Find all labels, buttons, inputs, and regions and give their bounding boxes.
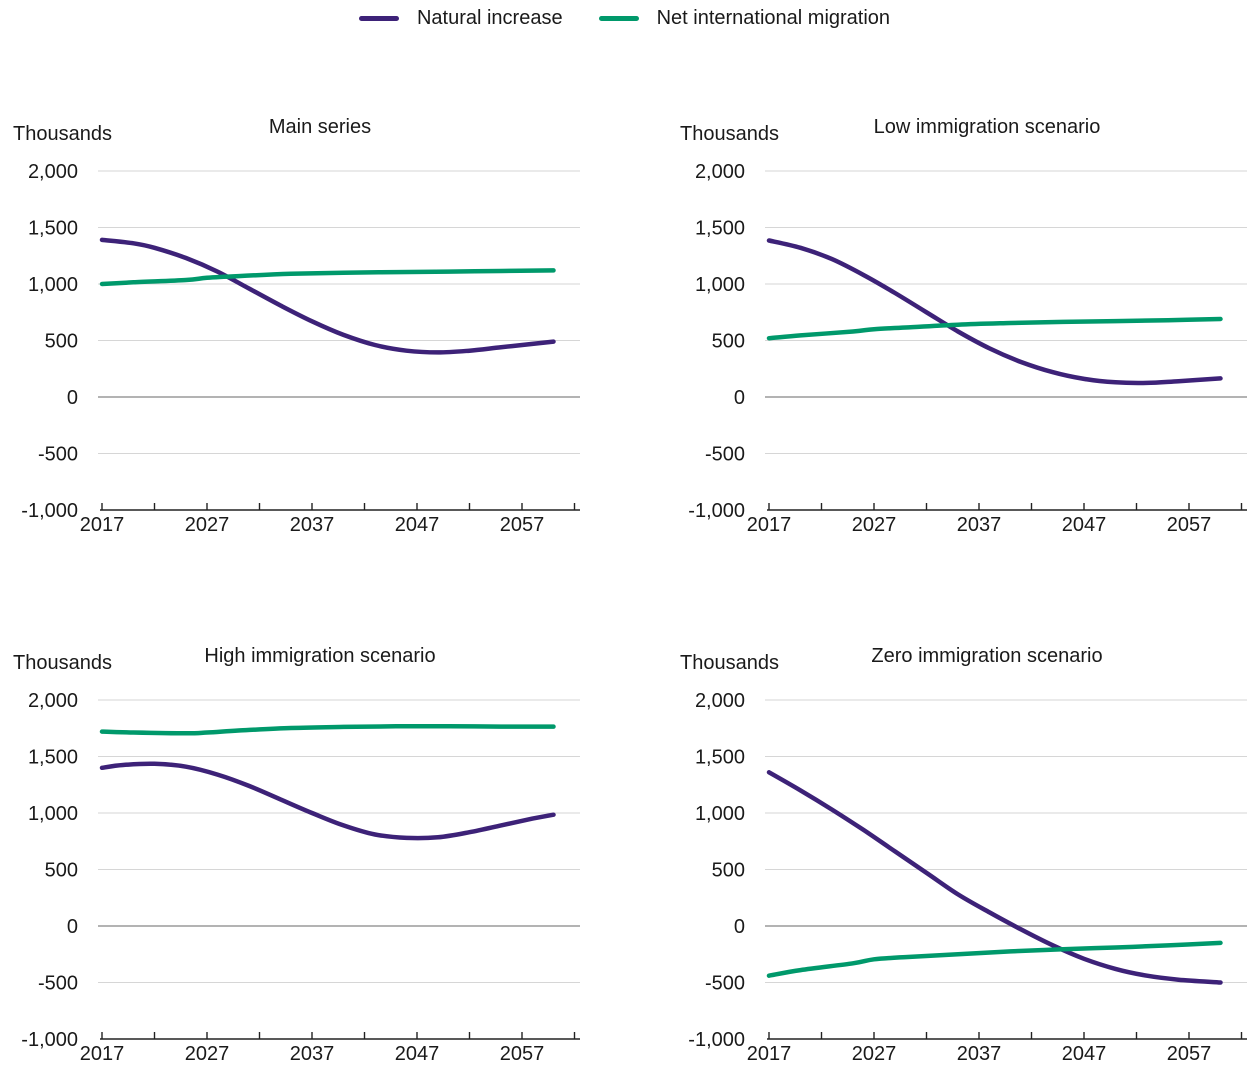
legend-swatch-natural-increase bbox=[358, 15, 399, 21]
legend-item-natural-increase: Natural increase bbox=[358, 6, 563, 30]
series-line-net-international-migration bbox=[766, 940, 1223, 978]
y-tick-label: 500 bbox=[712, 331, 745, 353]
x-tick-label: 2027 bbox=[852, 1043, 897, 1065]
x-tick-label: 2017 bbox=[747, 514, 792, 536]
y-tick-label: -1,000 bbox=[21, 500, 78, 522]
y-tick-label: -1,000 bbox=[688, 1029, 745, 1051]
x-tick-label: 2057 bbox=[1167, 514, 1212, 536]
y-tick-label: 500 bbox=[45, 860, 78, 882]
y-tick-label: 500 bbox=[45, 331, 78, 353]
chart-panel-zero-immigration-scenario: Thousands Zero immigration scenario 2,000 1… bbox=[680, 645, 1247, 1065]
y-tick-label: 1,500 bbox=[28, 218, 78, 240]
y-tick-label: -500 bbox=[38, 973, 78, 995]
series-line-natural-increase bbox=[99, 237, 556, 355]
y-tick-label: 1,000 bbox=[695, 803, 745, 825]
chart-panel-high-immigration-scenario: Thousands High immigration scenario 2,000 1… bbox=[13, 645, 580, 1065]
x-tick-label: 2037 bbox=[957, 514, 1002, 536]
x-tick-label: 2047 bbox=[1062, 514, 1107, 536]
y-tick-label: 1,000 bbox=[28, 274, 78, 296]
series-line-net-international-migration bbox=[99, 268, 556, 287]
y-axis-unit-label: Thousands bbox=[13, 123, 112, 145]
y-tick-label: 1,000 bbox=[28, 803, 78, 825]
x-tick-label: 2037 bbox=[290, 514, 335, 536]
y-tick-label: 2,000 bbox=[695, 161, 745, 183]
series-line-net-international-migration bbox=[99, 723, 556, 736]
legend-label-natural-increase: Natural increase bbox=[416, 6, 563, 29]
x-tick-label: 2047 bbox=[395, 514, 440, 536]
y-tick-label: 500 bbox=[712, 860, 745, 882]
y-tick-label: 2,000 bbox=[28, 161, 78, 183]
x-tick-label: 2057 bbox=[500, 1043, 545, 1065]
y-tick-label: 0 bbox=[734, 916, 745, 938]
y-tick-label: -500 bbox=[38, 444, 78, 466]
y-tick-label: 2,000 bbox=[28, 690, 78, 712]
series-line-natural-increase bbox=[766, 770, 1223, 985]
chart-title: Main series bbox=[269, 116, 371, 138]
x-tick-label: 2047 bbox=[1062, 1043, 1107, 1065]
y-tick-label: -1,000 bbox=[688, 500, 745, 522]
legend-label-net-international-migration: Net international migration bbox=[656, 6, 891, 29]
y-axis-unit-label: Thousands bbox=[13, 652, 112, 674]
chart-panel-low-immigration-scenario: Thousands Low immigration scenario 2,000 1,… bbox=[680, 116, 1247, 536]
y-axis-unit-label: Thousands bbox=[680, 123, 779, 145]
y-tick-label: 0 bbox=[734, 387, 745, 409]
y-tick-label: 0 bbox=[67, 387, 78, 409]
legend-item-net-international-migration: Net international migration bbox=[598, 6, 891, 30]
chart-title: High immigration scenario bbox=[204, 645, 435, 667]
y-axis-unit-label: Thousands bbox=[680, 652, 779, 674]
y-tick-label: 1,500 bbox=[695, 747, 745, 769]
y-tick-label: -500 bbox=[705, 444, 745, 466]
y-tick-label: 1,000 bbox=[695, 274, 745, 296]
y-tick-label: 2,000 bbox=[695, 690, 745, 712]
x-tick-label: 2057 bbox=[1167, 1043, 1212, 1065]
x-tick-label: 2027 bbox=[185, 514, 230, 536]
legend-swatch-net-international-migration bbox=[598, 15, 639, 21]
series-line-net-international-migration bbox=[766, 316, 1223, 341]
series-line-natural-increase bbox=[766, 238, 1223, 386]
legend: Natural increase Net international migra… bbox=[0, 4, 1249, 32]
series-line-natural-increase bbox=[99, 761, 556, 841]
x-tick-label: 2057 bbox=[500, 514, 545, 536]
chart-title: Low immigration scenario bbox=[874, 116, 1101, 138]
chart-title: Zero immigration scenario bbox=[871, 645, 1102, 667]
x-tick-label: 2027 bbox=[185, 1043, 230, 1065]
y-tick-label: -1,000 bbox=[21, 1029, 78, 1051]
y-tick-label: 0 bbox=[67, 916, 78, 938]
y-tick-label: 1,500 bbox=[28, 747, 78, 769]
x-tick-label: 2037 bbox=[957, 1043, 1002, 1065]
x-tick-label: 2037 bbox=[290, 1043, 335, 1065]
x-tick-label: 2047 bbox=[395, 1043, 440, 1065]
y-tick-label: 1,500 bbox=[695, 218, 745, 240]
x-tick-label: 2017 bbox=[747, 1043, 792, 1065]
y-tick-label: -500 bbox=[705, 973, 745, 995]
x-tick-label: 2027 bbox=[852, 514, 897, 536]
x-tick-label: 2017 bbox=[80, 1043, 125, 1065]
chart-panel-main-series: Thousands Main series 2,000 1,500 1,000 500 0 -… bbox=[13, 116, 580, 536]
x-tick-label: 2017 bbox=[80, 514, 125, 536]
